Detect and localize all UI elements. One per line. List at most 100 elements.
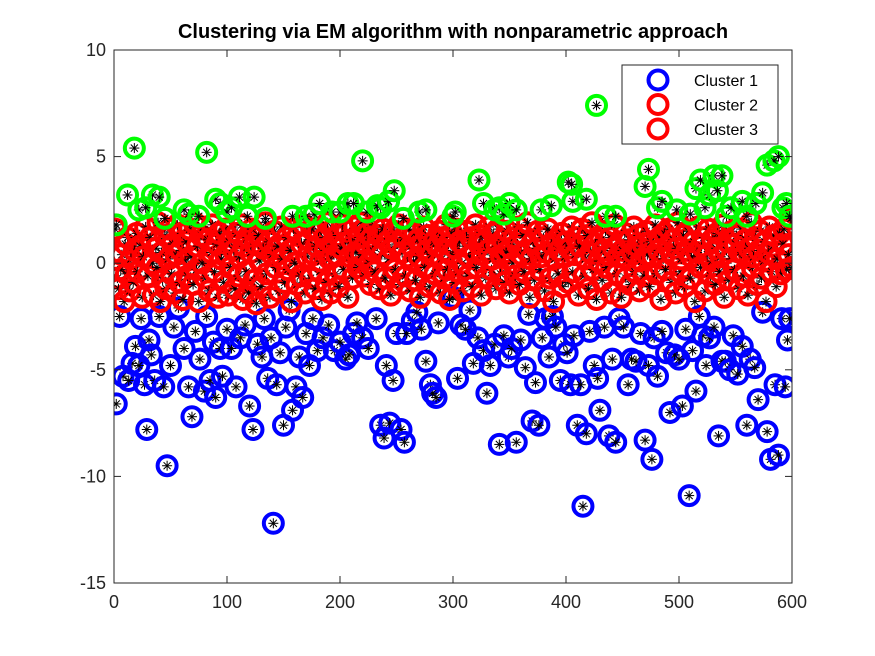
cluster-1-point bbox=[147, 305, 171, 328]
cluster-1-point bbox=[139, 343, 163, 367]
cluster-1-point bbox=[778, 307, 792, 331]
x-tick-label: 600 bbox=[777, 592, 807, 612]
cluster-1-point bbox=[670, 394, 694, 418]
cluster-1-point bbox=[114, 392, 128, 416]
cluster-1-point bbox=[305, 339, 329, 363]
y-tick-label: 5 bbox=[96, 147, 106, 167]
plot-layer bbox=[114, 93, 792, 535]
cluster-1-point bbox=[392, 430, 416, 454]
cluster-1-point bbox=[204, 386, 228, 410]
legend-label: Cluster 3 bbox=[694, 122, 758, 139]
cluster-1-point bbox=[195, 305, 219, 328]
x-tick-label: 400 bbox=[551, 592, 581, 612]
y-tick-label: -5 bbox=[90, 360, 106, 380]
cluster-1-point bbox=[458, 298, 482, 322]
cluster-1-point bbox=[478, 354, 502, 378]
legend: Cluster 1 Cluster 2 Cluster 3 bbox=[621, 64, 779, 145]
legend-label: Cluster 1 bbox=[694, 73, 758, 90]
cluster-3-point bbox=[585, 93, 609, 117]
y-tick-label: -15 bbox=[80, 573, 106, 593]
cluster-1-point bbox=[395, 322, 419, 346]
cluster-1-point bbox=[624, 349, 648, 373]
cluster-1-point bbox=[233, 313, 257, 337]
cluster-3-point bbox=[382, 179, 406, 203]
cluster-1-point bbox=[183, 319, 207, 343]
cluster-1-point bbox=[424, 386, 448, 410]
cluster-1-point bbox=[702, 315, 726, 339]
legend-marker bbox=[646, 117, 670, 141]
cluster-1-point bbox=[640, 447, 664, 471]
cluster-3-point bbox=[636, 157, 660, 181]
cluster-1-point bbox=[578, 319, 602, 343]
cluster-3-point bbox=[467, 168, 491, 192]
cluster-1-point bbox=[241, 417, 265, 441]
legend-label: Cluster 2 bbox=[694, 98, 758, 115]
cluster-3-point bbox=[153, 206, 177, 230]
ticks-layer: 0 100 200 300 400 500 600 -15 -10 -5 0 5 10 bbox=[80, 40, 807, 612]
cluster-1-point bbox=[523, 371, 547, 395]
cluster-1-point bbox=[337, 343, 361, 367]
cluster-3-point bbox=[242, 185, 266, 209]
series-3 bbox=[114, 93, 792, 237]
y-tick-label: 0 bbox=[96, 253, 106, 273]
cluster-1-point bbox=[616, 373, 640, 397]
cluster-1-point bbox=[681, 339, 705, 363]
cluster-1-point bbox=[291, 386, 315, 410]
cluster-1-point bbox=[604, 430, 628, 454]
cluster-2-point bbox=[171, 287, 195, 311]
cluster-1-point bbox=[188, 347, 212, 371]
x-tick-label: 200 bbox=[325, 592, 355, 612]
cluster-1-point bbox=[135, 417, 159, 441]
cluster-1-point bbox=[381, 368, 405, 392]
cluster-3-point bbox=[116, 183, 140, 207]
cluster-2-point bbox=[754, 290, 778, 314]
legend-entry-3: Cluster 3 bbox=[646, 117, 758, 141]
cluster-1-point bbox=[586, 366, 610, 390]
cluster-1-point bbox=[513, 356, 537, 380]
cluster-1-point bbox=[114, 305, 132, 328]
cluster-3-point bbox=[187, 204, 211, 228]
x-tick-label: 500 bbox=[664, 592, 694, 612]
x-tick-label: 0 bbox=[109, 592, 119, 612]
cluster-3-point bbox=[705, 179, 729, 203]
y-tick-label: -10 bbox=[80, 466, 106, 486]
cluster-1-point bbox=[475, 381, 499, 405]
cluster-1-point bbox=[650, 319, 674, 343]
cluster-3-point bbox=[751, 181, 775, 205]
cluster-1-point bbox=[172, 336, 196, 360]
cluster-3-point bbox=[561, 189, 585, 213]
cluster-1-point bbox=[684, 379, 708, 403]
cluster-1-point bbox=[574, 422, 598, 446]
cluster-1-point bbox=[159, 354, 182, 378]
cluster-3-point bbox=[253, 206, 277, 230]
legend-marker bbox=[646, 68, 670, 92]
cluster-3-point bbox=[778, 204, 792, 228]
cluster-3-point bbox=[574, 187, 598, 211]
legend-entry-1: Cluster 1 bbox=[646, 68, 758, 92]
cluster-3-point bbox=[710, 164, 734, 188]
cluster-1-point bbox=[180, 405, 204, 429]
cluster-3-point bbox=[604, 204, 628, 228]
cluster-3-point bbox=[539, 194, 563, 218]
cluster-1-point bbox=[364, 307, 388, 331]
cluster-1-point bbox=[658, 400, 682, 424]
cluster-3-point bbox=[443, 200, 467, 224]
cluster-1-point bbox=[571, 494, 595, 518]
cluster-1-point bbox=[152, 375, 176, 399]
cluster-1-point bbox=[504, 430, 528, 454]
cluster-1-point bbox=[224, 375, 248, 399]
legend-marker bbox=[646, 93, 670, 116]
cluster-1-point bbox=[746, 388, 770, 412]
cluster-1-point bbox=[646, 364, 670, 388]
legend-entry-2: Cluster 2 bbox=[646, 93, 758, 116]
cluster-1-point bbox=[743, 356, 767, 380]
cluster-1-point bbox=[177, 375, 201, 399]
cluster-3-point bbox=[504, 198, 528, 222]
cluster-1-point bbox=[356, 336, 380, 360]
cluster-1-point bbox=[677, 484, 701, 508]
x-tick-label: 100 bbox=[212, 592, 242, 612]
cluster-2-point bbox=[780, 255, 792, 279]
cluster-3-point bbox=[195, 140, 219, 164]
cluster-1-point bbox=[773, 375, 792, 399]
